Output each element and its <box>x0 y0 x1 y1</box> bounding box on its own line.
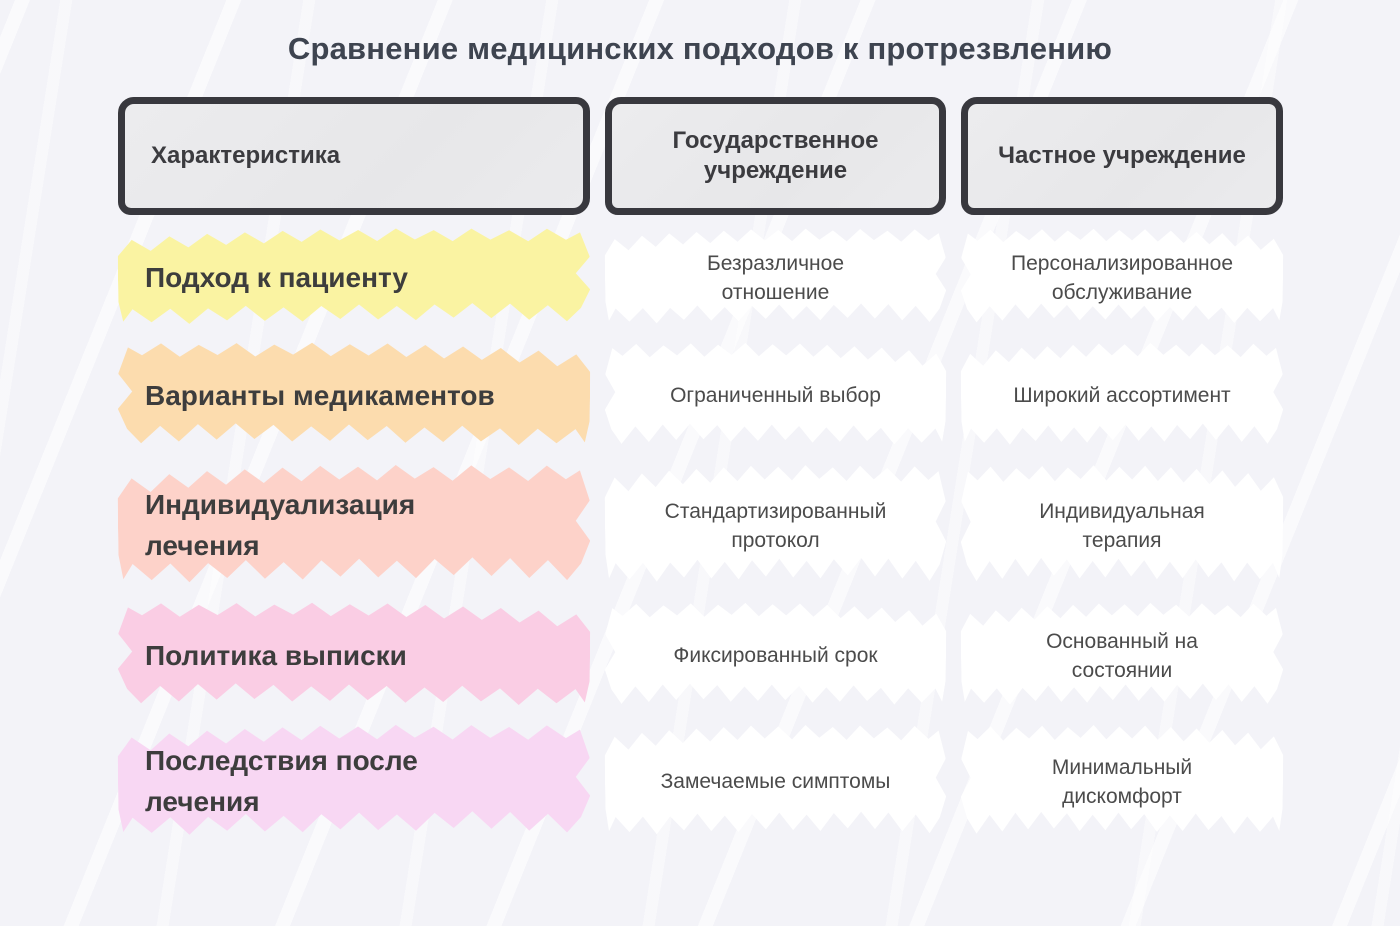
column-header-label: Характеристика <box>151 142 341 169</box>
cell-value-text: Широкий ассортимент <box>1013 384 1231 408</box>
cell-state-individualization: Стандартизированный протокол <box>605 463 946 589</box>
cell-state-approach: Безразличное отношение <box>605 227 946 329</box>
cell-value-text: Безразличное отношение <box>706 251 845 304</box>
cell-private-aftereffects: Минимальный дискомфорт <box>961 723 1283 841</box>
row-label-text: Индивидуализация лечения <box>145 489 416 561</box>
cell-value-text: Замечаемые симптомы <box>660 770 891 794</box>
cell-private-individualization: Индивидуальная терапия <box>961 463 1283 589</box>
row-label-medications: Варианты медикаментов <box>118 341 590 451</box>
cell-state-aftereffects: Замечаемые симптомы <box>605 723 946 841</box>
row-label-text: Варианты медикаментов <box>145 379 495 411</box>
column-header-label: Частное учреждение <box>998 142 1246 169</box>
cell-private-discharge-policy: Основанный на состоянии <box>961 601 1283 711</box>
cell-value-text: Стандартизированный протокол <box>664 499 887 552</box>
cell-state-medications: Ограниченный выбор <box>605 341 946 451</box>
row-label-approach: Подход к пациенту <box>118 227 590 329</box>
cell-value-text: Персонализированное обслуживание <box>1011 251 1233 304</box>
comparison-table: Характеристика Государственное учреждени… <box>118 97 1283 841</box>
cell-state-discharge-policy: Фиксированный срок <box>605 601 946 711</box>
column-header-characteristic: Характеристика <box>118 97 590 215</box>
cell-private-medications: Широкий ассортимент <box>961 341 1283 451</box>
cell-value-text: Ограниченный выбор <box>670 384 881 408</box>
column-header-state-institution: Государственное учреждение <box>605 97 946 215</box>
row-label-text: Политика выписки <box>145 639 407 671</box>
cell-private-approach: Персонализированное обслуживание <box>961 227 1283 329</box>
page-title: Сравнение медицинских подходов к протрез… <box>287 30 1113 66</box>
row-label-discharge-policy: Политика выписки <box>118 601 590 711</box>
column-header-private-institution: Частное учреждение <box>961 97 1283 215</box>
cell-value-text: Основанный на состоянии <box>1046 629 1198 682</box>
cell-value-text: Фиксированный срок <box>673 644 878 668</box>
row-label-individualization: Индивидуализация лечения <box>118 463 590 589</box>
row-label-text: Подход к пациенту <box>145 261 408 293</box>
cell-value-text: Минимальный дискомфорт <box>1051 755 1193 808</box>
column-header-label: Государственное учреждение <box>672 127 879 184</box>
row-label-text: Последствия после лечения <box>145 745 418 817</box>
cell-value-text: Индивидуальная терапия <box>1039 499 1205 552</box>
row-label-aftereffects: Последствия после лечения <box>118 723 590 841</box>
